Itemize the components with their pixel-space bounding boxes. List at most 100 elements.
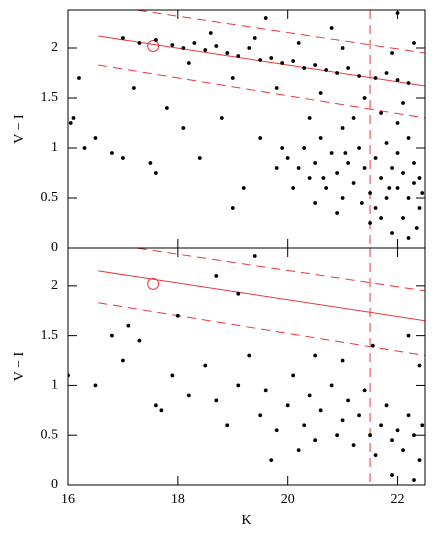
data-point	[77, 76, 81, 80]
data-point	[274, 428, 279, 433]
data-point	[340, 418, 345, 423]
data-point	[153, 171, 158, 175]
data-point	[329, 26, 334, 30]
x-axis-label: K	[241, 513, 251, 528]
y-tick-label: 0	[51, 477, 58, 492]
reference-line	[132, 248, 425, 292]
data-point	[412, 433, 416, 438]
data-point	[390, 166, 394, 170]
data-point	[225, 423, 230, 428]
data-point	[93, 136, 98, 140]
data-point	[351, 181, 356, 185]
data-point	[401, 448, 405, 453]
data-point	[230, 76, 235, 80]
data-point	[417, 206, 422, 210]
data-point	[362, 96, 367, 100]
data-point	[137, 338, 142, 343]
data-point	[186, 61, 191, 65]
data-point	[362, 166, 367, 170]
data-point	[236, 54, 241, 58]
data-point	[214, 398, 219, 403]
data-point	[390, 438, 394, 443]
data-point	[340, 196, 345, 200]
y-tick-label: 0.5	[41, 427, 59, 442]
data-point	[110, 333, 114, 338]
data-point	[346, 398, 351, 403]
data-point	[412, 161, 416, 165]
data-point	[368, 221, 372, 225]
data-point	[359, 201, 364, 205]
data-point	[203, 48, 208, 52]
data-point	[110, 151, 114, 155]
data-point	[318, 91, 323, 95]
data-point	[329, 151, 334, 155]
data-point	[340, 126, 345, 130]
data-point	[153, 403, 158, 408]
data-point	[252, 36, 257, 40]
data-point	[258, 413, 263, 418]
data-point	[126, 323, 131, 328]
data-point	[302, 146, 307, 150]
data-point	[258, 58, 263, 62]
data-point	[412, 478, 416, 482]
data-point	[285, 403, 290, 408]
data-point	[335, 433, 340, 438]
data-point	[263, 388, 268, 393]
data-point	[321, 176, 326, 180]
data-point	[82, 146, 87, 150]
data-point	[291, 186, 296, 190]
data-point	[68, 121, 73, 125]
data-point	[285, 156, 290, 160]
data-point	[313, 353, 318, 358]
data-point	[214, 273, 219, 278]
data-point	[335, 71, 340, 75]
data-point	[406, 136, 411, 140]
data-point	[181, 46, 186, 50]
data-point	[197, 156, 202, 160]
data-point	[379, 111, 383, 115]
data-point	[384, 141, 389, 145]
data-point	[192, 41, 197, 45]
data-point	[137, 41, 142, 45]
data-point	[313, 161, 318, 165]
reference-marker	[147, 277, 160, 290]
data-point	[395, 121, 400, 125]
data-point	[252, 254, 257, 258]
data-point	[313, 438, 318, 443]
panel-frame	[67, 247, 426, 486]
y-tick-label: 0.5	[41, 190, 59, 205]
data-point	[258, 136, 263, 140]
x-tick-label: 22	[391, 492, 405, 507]
data-point	[406, 413, 411, 418]
y-tick-label: 1	[51, 378, 58, 393]
data-point	[390, 473, 394, 477]
data-point	[291, 59, 296, 63]
data-point	[384, 196, 389, 200]
plot-area	[68, 248, 425, 485]
data-point	[247, 353, 252, 358]
data-point	[395, 78, 400, 82]
data-point	[324, 68, 329, 72]
data-point	[280, 146, 285, 150]
data-point	[401, 216, 405, 220]
data-point	[346, 66, 351, 70]
data-point	[351, 116, 356, 120]
data-point	[417, 458, 422, 463]
data-point	[329, 383, 334, 388]
data-point	[379, 423, 383, 428]
data-point	[357, 146, 361, 150]
plot-area	[68, 10, 425, 248]
data-point	[373, 156, 378, 160]
y-tick-label: 2	[51, 40, 58, 55]
data-point	[280, 61, 285, 65]
data-point	[230, 206, 235, 210]
data-point	[274, 166, 279, 170]
data-point	[370, 343, 375, 348]
data-point	[373, 453, 378, 458]
data-point	[225, 51, 230, 55]
data-point	[313, 63, 318, 67]
data-point	[395, 428, 400, 433]
data-point	[263, 16, 268, 20]
data-point	[406, 81, 411, 85]
